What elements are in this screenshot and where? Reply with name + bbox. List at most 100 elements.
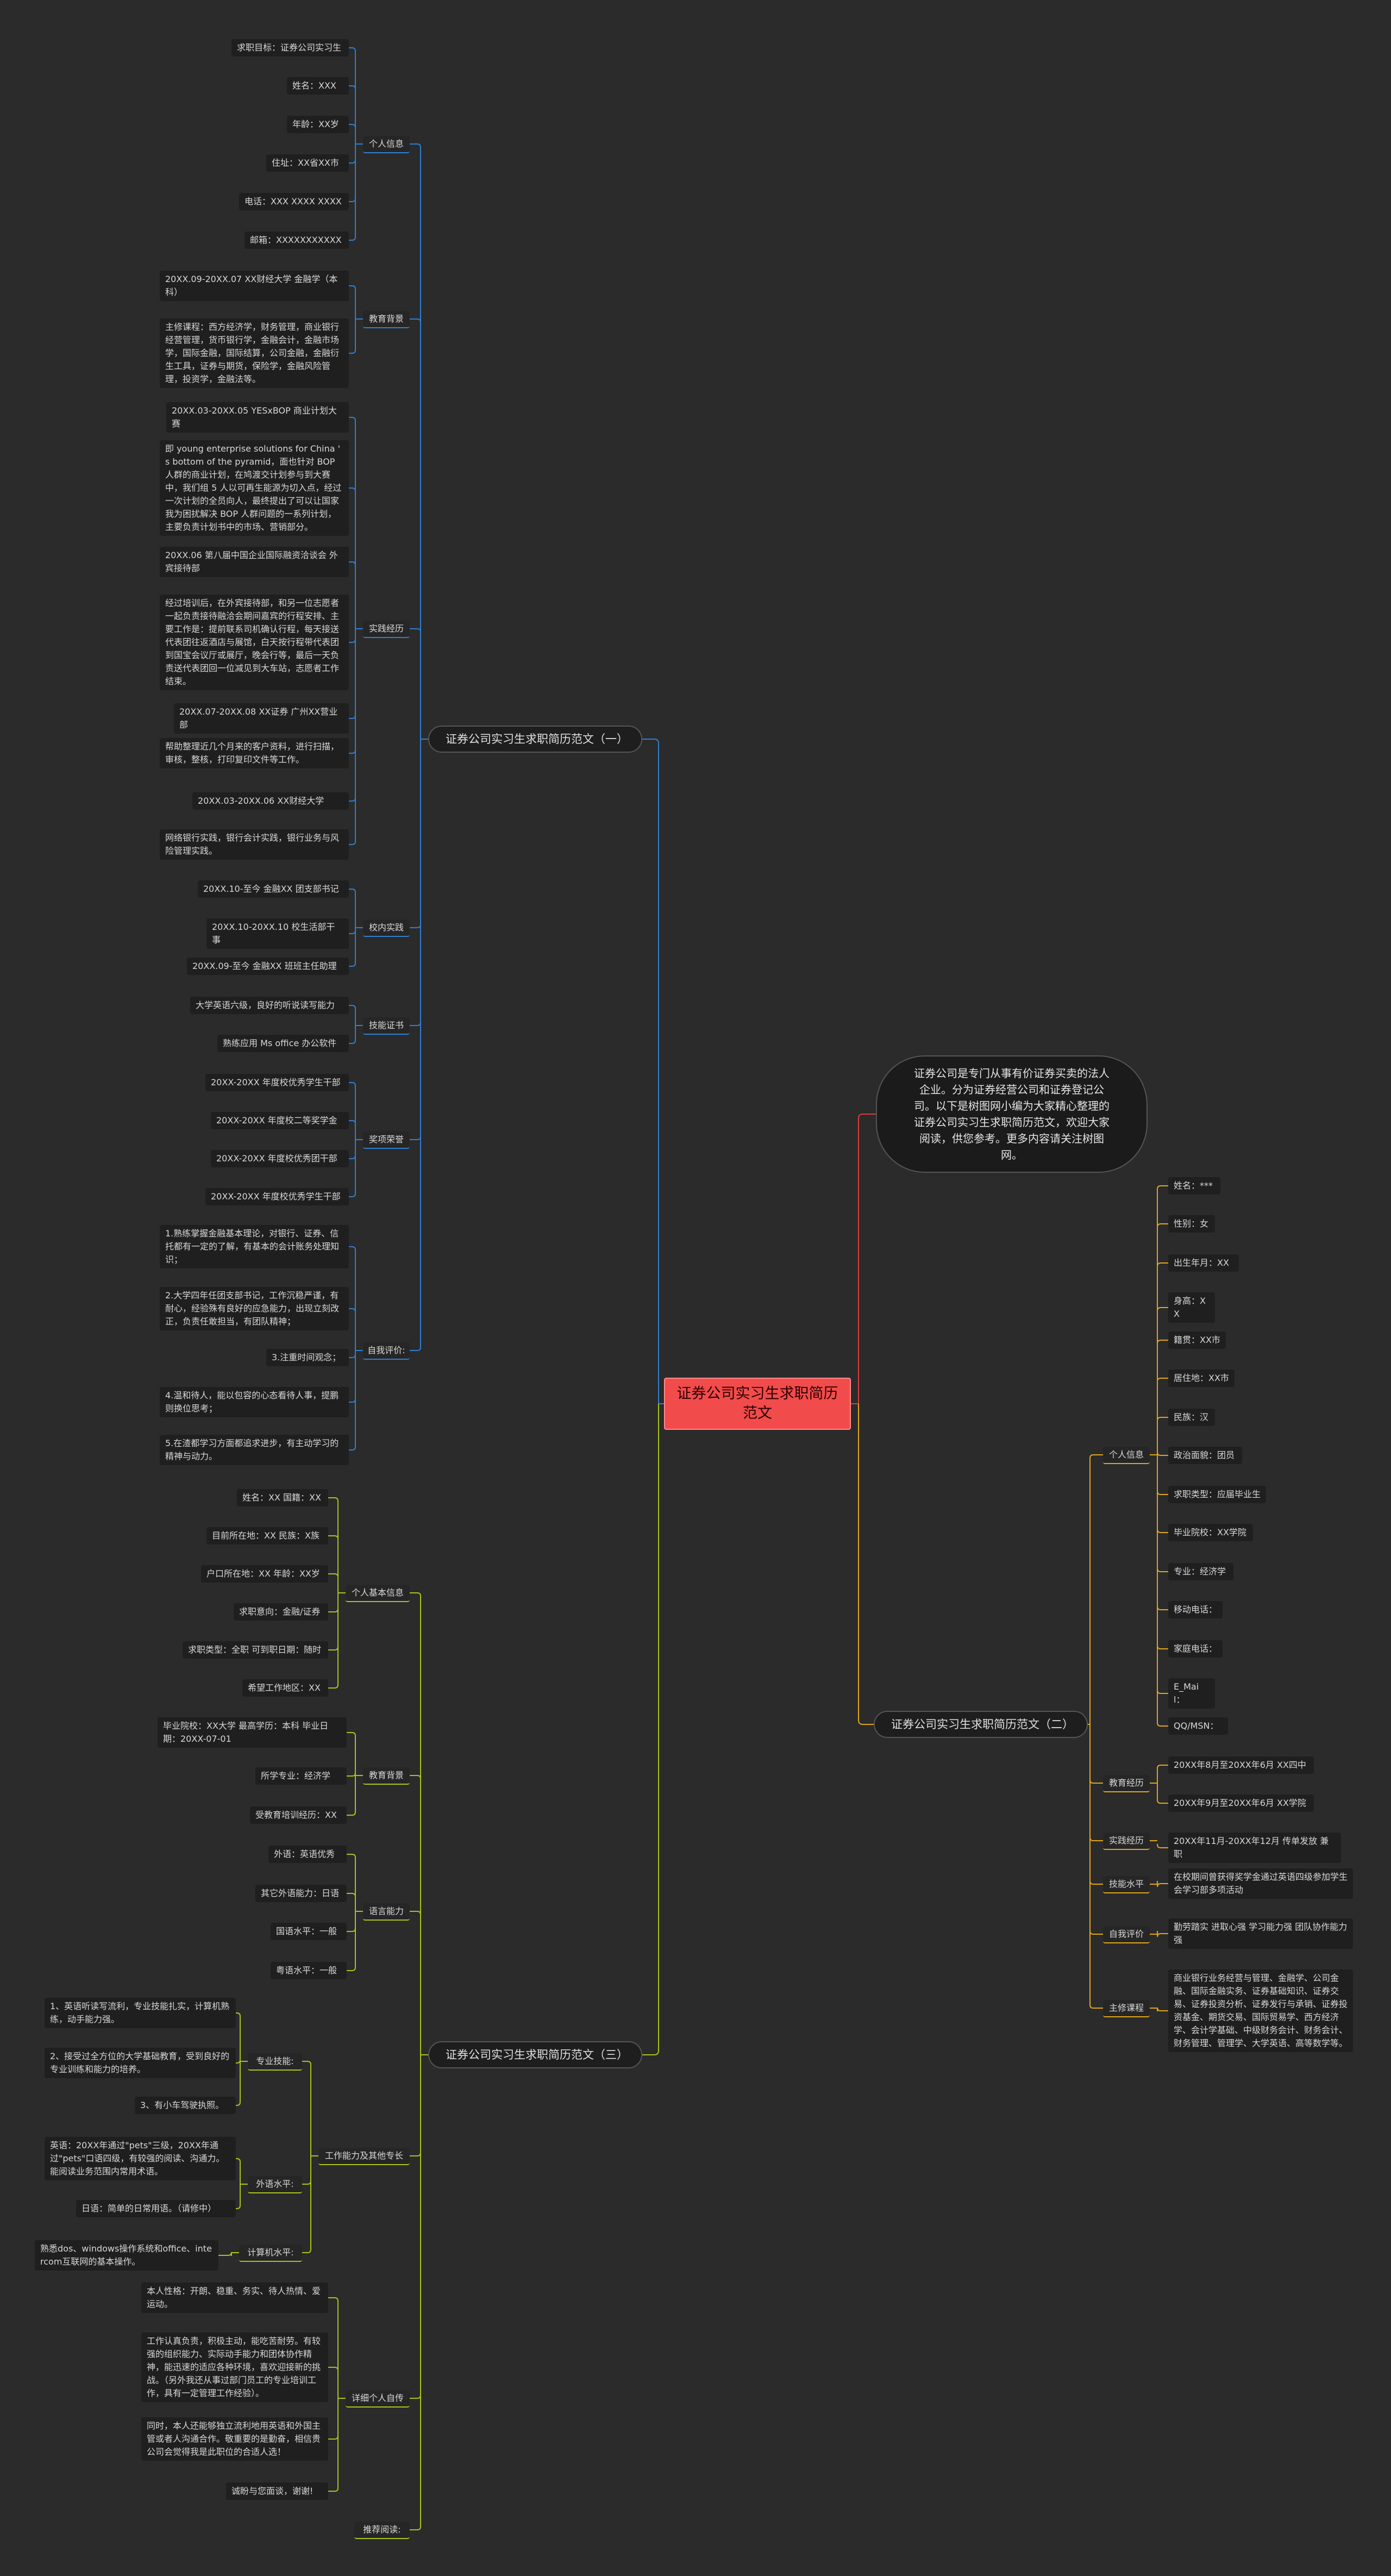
connector-line <box>1157 1417 1168 1421</box>
root-topic[interactable]: 证券公司实习生求职简历范文 <box>664 1378 851 1430</box>
b3-foreign-language-item: 英语：20XX年通过"pets"三级，20XX年通过"pets"口语四级，有较强… <box>45 2137 236 2180</box>
b3-category-recommended-reading[interactable]: 推荐阅读: <box>354 2522 410 2539</box>
b1-category-campus[interactable]: 校内实践 <box>363 920 410 937</box>
connector-line <box>328 1646 339 1650</box>
b2-personal-item: 家庭电话： <box>1168 1640 1223 1658</box>
connector-line <box>349 1120 356 1124</box>
b3-category-autobiography[interactable]: 详细个人自传 <box>346 2390 410 2408</box>
b3-work-foreign-language[interactable]: 外语水平: <box>248 2176 302 2193</box>
connector-line <box>1157 1722 1168 1727</box>
b3-work-professional-skills[interactable]: 专业技能: <box>248 2053 302 2071</box>
b1-personal-item: 电话：XXX XXXX XXXX <box>239 193 349 210</box>
connector-line <box>349 487 356 492</box>
connector-line <box>349 198 356 202</box>
b1-category-personal[interactable]: 个人信息 <box>363 136 410 153</box>
b1-practice-item: 20XX.06 第八届中国企业国际融资洽谈会 外宾接待部 <box>160 547 349 577</box>
connector-line <box>1157 1933 1168 1937</box>
connector-line <box>349 715 356 719</box>
b3-autobiography-item: 本人性格：开朗、稳重、务实、待人热情、爱运动。 <box>141 2283 328 2313</box>
connector-line <box>349 561 356 566</box>
b2-personal-item: 出生年月：XX <box>1168 1254 1239 1272</box>
b2-personal-item: 姓名：*** <box>1168 1177 1220 1195</box>
connector-line <box>1157 1378 1168 1382</box>
b2-personal-item: 毕业院校：XX学院 <box>1168 1524 1253 1541</box>
connector-line <box>349 159 356 164</box>
b2-category-courses[interactable]: 主修课程 <box>1103 2000 1150 2017</box>
branch-resume-3[interactable]: 证券公司实习生求职简历范文（三） <box>428 2041 642 2068</box>
connector-line <box>349 1193 356 1197</box>
b1-category-skills[interactable]: 技能证书 <box>363 1017 410 1035</box>
b1-practice-item: 网络银行实践，银行会计实践，银行业务与风险管理实践。 <box>160 829 349 860</box>
b2-category-self-evaluation[interactable]: 自我评价 <box>1103 1926 1150 1943</box>
branch-resume-2[interactable]: 证券公司实习生求职简历范文（二） <box>874 1711 1088 1738</box>
b3-autobiography-item: 诚盼与您面谈，谢谢! <box>226 2483 328 2500</box>
connector-line <box>1157 1606 1168 1610</box>
connector-line <box>349 236 356 241</box>
connector-line <box>349 1446 356 1450</box>
b2-category-education[interactable]: 教育经历 <box>1103 1775 1150 1792</box>
branch-resume-1[interactable]: 证券公司实习生求职简历范文（一） <box>428 726 642 753</box>
b3-category-education[interactable]: 教育背景 <box>363 1767 410 1785</box>
b2-personal-item: E_Mail： <box>1168 1678 1215 1709</box>
connector-line <box>1157 1491 1168 1495</box>
connector-line <box>1157 1529 1168 1533</box>
b2-personal-item: 移动电话： <box>1168 1601 1223 1618</box>
b2-personal-item: 专业：经济学 <box>1168 1563 1233 1580</box>
b1-category-awards[interactable]: 奖项荣誉 <box>363 1131 410 1149</box>
connector-line <box>349 285 356 290</box>
connector-line <box>328 2297 339 2302</box>
b3-education-item: 受教育培训经历：XX <box>250 1806 347 1824</box>
b2-category-personal[interactable]: 个人信息 <box>1103 1447 1150 1464</box>
b3-personal-item: 户口所在地：XX 年龄：XX岁 <box>201 1565 328 1583</box>
b3-work-computer-skills[interactable]: 计算机水平: <box>239 2244 302 2262</box>
b1-category-education[interactable]: 教育背景 <box>363 311 410 328</box>
connector-line <box>1157 2007 1168 2011</box>
b3-category-work-ability[interactable]: 工作能力及其他专长 <box>318 2148 410 2165</box>
b2-category-skills[interactable]: 技能水平 <box>1103 1876 1150 1893</box>
b1-self-evaluation-item: 3.注重时间观念； <box>266 1349 349 1366</box>
b1-skill-item: 熟练应用 Ms office 办公软件 <box>217 1035 349 1052</box>
connector-line <box>410 143 421 148</box>
b3-category-personal[interactable]: 个人基本信息 <box>346 1585 410 1602</box>
b3-language-item: 粤语水平：一般 <box>271 1962 347 1979</box>
connector-line <box>642 739 659 1404</box>
b2-personal-item: 求职类型：应届毕业生 <box>1168 1486 1266 1503</box>
b3-personal-item: 姓名：XX 国籍：XX <box>237 1489 328 1506</box>
connector-line <box>236 2059 241 2064</box>
connector-line <box>349 349 356 354</box>
connector-line <box>349 962 356 967</box>
b1-self-evaluation-item: 4.温和待人，能以包容的心态看待人事，提鹏则换位思考； <box>160 1387 349 1417</box>
b3-language-item: 外语：英语优秀 <box>268 1846 347 1863</box>
connector-line <box>347 1928 356 1932</box>
connector-line <box>1157 1690 1168 1694</box>
b3-personal-item: 目前所在地：XX 民族：X族 <box>206 1527 328 1545</box>
b3-language-item: 国语水平：一般 <box>271 1923 347 1940</box>
b3-personal-item: 求职意向：金融/证券 <box>234 1603 328 1621</box>
connector-line <box>236 2012 241 2017</box>
b1-education-item: 主修课程：西方经济学，财务管理，商业银行经营管理，货币银行学，金融会计，金融市场… <box>160 318 349 388</box>
connector-line <box>328 1608 339 1612</box>
b1-category-self-evaluation[interactable]: 自我评价: <box>363 1342 410 1360</box>
connector-line <box>1157 1883 1168 1887</box>
connector-line <box>349 639 356 643</box>
b3-education-item: 所学专业：经济学 <box>255 1767 347 1785</box>
b3-professional-skill-item: 2、接受过全方位的大学基础教育，受到良好的专业训练和能力的培养。 <box>45 2048 236 2078</box>
connector-line <box>1157 1645 1168 1649</box>
b1-category-practice[interactable]: 实践经历 <box>363 621 410 638</box>
connector-line <box>410 1911 421 1915</box>
connector-line <box>410 924 421 928</box>
connector-line <box>349 1398 356 1403</box>
b2-category-practice[interactable]: 实践经历 <box>1103 1833 1150 1850</box>
connector-line <box>328 1535 339 1540</box>
connector-line <box>1089 2004 1103 2009</box>
b1-self-evaluation-item: 5.在渣都学习方面都追求进步，有主动学习的精神与动力。 <box>160 1435 349 1465</box>
b2-skill-item: 在校期间曾获得奖学金通过英语四级参加学生会学习部多项活动 <box>1168 1868 1353 1899</box>
b1-award-item: 20XX-20XX 年度校二等奖学金 <box>211 1112 349 1129</box>
b3-category-language[interactable]: 语言能力 <box>363 1903 410 1921</box>
b1-self-evaluation-item: 2.大学四年任团支部书记，工作沉稳严谨，有耐心，经验殊有良好的应急能力，出现立刻… <box>160 1287 349 1330</box>
b1-education-item: 20XX.09-20XX.07 XX财经大学 金融学（本科） <box>160 271 349 301</box>
connector-line <box>410 1347 421 1351</box>
intro-topic[interactable]: 证券公司是专门从事有价证券买卖的法人企业。分为证券经营公司和证券登记公司。以下是… <box>876 1055 1148 1173</box>
